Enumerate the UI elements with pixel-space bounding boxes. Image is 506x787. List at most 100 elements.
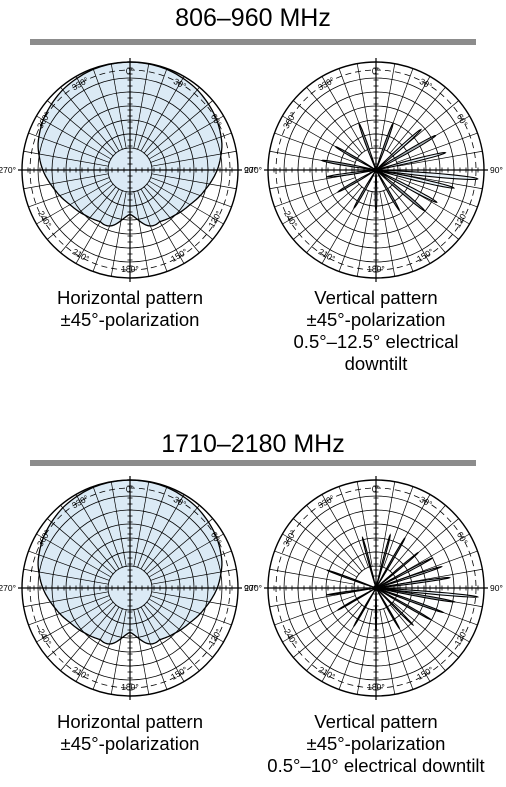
- caption-line: ±45°-polarization: [306, 733, 446, 754]
- pattern-lobe: [374, 587, 378, 633]
- pattern-lobe: [358, 122, 377, 171]
- grid-spoke: [151, 173, 237, 190]
- pattern-lobe: [326, 569, 377, 589]
- grid-spoke: [36, 180, 112, 225]
- pattern-lobe: [361, 535, 377, 589]
- caption-line: ±45°-polarization: [60, 309, 200, 330]
- horizontal-pattern-diagram-1800: 0°30°60°90°120°150°180°210°240°270°300°3…: [0, 476, 257, 700]
- grid-spoke: [36, 533, 112, 578]
- grid-spoke: [379, 609, 396, 695]
- pattern-lobe: [375, 169, 426, 212]
- grid-spoke: [137, 608, 168, 690]
- angle-label: 180°: [367, 682, 385, 692]
- grid-spoke: [274, 132, 356, 163]
- pattern-lobe: [375, 551, 420, 589]
- band-divider-800: [30, 39, 476, 45]
- grid-spoke: [151, 568, 237, 585]
- grid-spoke: [383, 486, 414, 568]
- grid-spoke: [92, 608, 123, 690]
- pattern-lobe: [325, 587, 377, 596]
- grid-spoke: [47, 183, 114, 240]
- pattern-lobe: [375, 557, 434, 589]
- angle-label: 90°: [490, 165, 503, 175]
- band-title-800: 806–960 MHz: [175, 4, 331, 32]
- grid-spoke: [60, 87, 117, 154]
- pattern-lobe: [375, 587, 415, 627]
- grid-spoke: [140, 188, 185, 264]
- angle-label: 90°: [244, 583, 257, 593]
- grid-spoke: [383, 190, 414, 272]
- pattern-lobe: [336, 169, 377, 193]
- grid-spoke: [356, 191, 373, 277]
- grid-spoke: [356, 481, 373, 567]
- grid-spoke: [140, 494, 185, 570]
- grid-spoke: [383, 608, 414, 690]
- caption-line: Vertical pattern: [314, 287, 438, 308]
- horizontal-pattern-diagram-800: 0°30°60°90°120°150°180°210°240°270°300°3…: [0, 58, 257, 282]
- horizontal-pattern-caption-800: Horizontal pattern ±45°-polarization: [10, 287, 250, 331]
- grid-spoke: [60, 505, 117, 572]
- grid-spoke: [110, 191, 127, 277]
- angle-label: 180°: [121, 264, 139, 274]
- grid-spoke: [47, 518, 114, 575]
- grid-spoke: [143, 87, 200, 154]
- grid-spoke: [23, 591, 109, 608]
- grid-spoke: [36, 115, 112, 160]
- angle-label: 270°: [0, 165, 16, 175]
- grid-spoke: [392, 601, 459, 658]
- grid-spoke: [293, 518, 360, 575]
- grid-spoke: [75, 606, 120, 682]
- grid-spoke: [143, 186, 200, 253]
- grid-spoke: [140, 606, 185, 682]
- grid-spoke: [150, 177, 232, 208]
- pattern-lobe: [375, 169, 479, 180]
- grid-spoke: [133, 191, 150, 277]
- grid-spoke: [146, 183, 213, 240]
- grid-spoke: [92, 190, 123, 272]
- grid-spoke: [389, 87, 446, 154]
- grid-spoke: [338, 608, 369, 690]
- pattern-lobe: [375, 169, 400, 212]
- grid-spoke: [306, 186, 363, 253]
- grid-spoke: [92, 486, 123, 568]
- pattern-lobe: [375, 576, 452, 589]
- grid-spoke: [143, 505, 200, 572]
- grid-spoke: [150, 550, 232, 581]
- pattern-lobe: [375, 169, 456, 189]
- grid-spoke: [397, 173, 483, 190]
- angle-label: 0°: [126, 66, 134, 76]
- angle-label: 90°: [490, 583, 503, 593]
- grid-spoke: [28, 132, 110, 163]
- angle-label: 0°: [126, 484, 134, 494]
- grid-spoke: [146, 518, 213, 575]
- grid-spoke: [389, 186, 446, 253]
- grid-spoke: [36, 598, 112, 643]
- grid-spoke: [338, 190, 369, 272]
- caption-line: Vertical pattern: [314, 711, 438, 732]
- grid-spoke: [150, 595, 232, 626]
- grid-spoke: [28, 595, 110, 626]
- grid-spoke: [338, 486, 369, 568]
- grid-spoke: [151, 150, 237, 167]
- grid-spoke: [146, 100, 213, 157]
- pattern-lobe: [336, 587, 377, 611]
- grid-spoke: [146, 601, 213, 658]
- grid-spoke: [23, 150, 109, 167]
- angle-label: 180°: [121, 682, 139, 692]
- grid-spoke: [389, 604, 446, 671]
- pattern-lobe: [353, 169, 377, 210]
- grid-spoke: [137, 486, 168, 568]
- outer-circle: [267, 479, 485, 697]
- grid-spoke: [269, 591, 355, 608]
- pattern-lobe: [375, 587, 480, 598]
- grid-spoke: [306, 505, 363, 572]
- grid-spoke: [110, 63, 127, 149]
- grid-spoke: [282, 533, 358, 578]
- pattern-lobe: [325, 169, 377, 178]
- grid-spoke: [47, 100, 114, 157]
- angle-label: 270°: [244, 165, 262, 175]
- angle-label: 90°: [244, 165, 257, 175]
- pattern-lobe: [375, 587, 400, 630]
- grid-spoke: [396, 132, 478, 163]
- grid-spoke: [47, 601, 114, 658]
